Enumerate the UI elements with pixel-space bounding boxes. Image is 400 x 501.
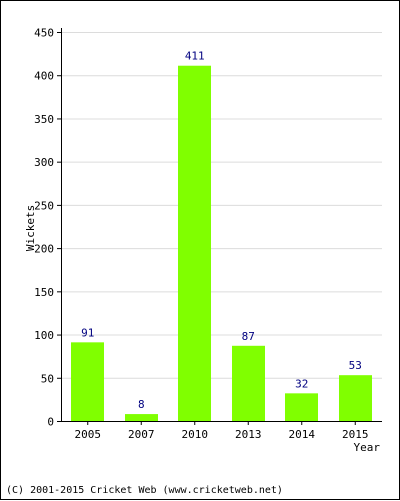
x-tick-label-2015: 2015	[342, 428, 369, 441]
copyright-footer: (C) 2001-2015 Cricket Web (www.cricketwe…	[6, 485, 283, 496]
y-tick-labels: 0 50 100 150 200 250 300 350 400 450	[34, 27, 54, 429]
gridlines	[61, 32, 382, 379]
y-tick-label: 450	[34, 27, 54, 40]
data-label-2014: 32	[295, 377, 308, 390]
y-tick-label: 200	[34, 243, 54, 256]
data-label-2007: 8	[138, 398, 145, 411]
y-tick-label: 250	[34, 199, 54, 212]
bar-2014	[285, 393, 318, 421]
y-tick-label: 300	[34, 156, 54, 169]
y-tick-label: 400	[34, 70, 54, 83]
y-tick-label: 100	[34, 329, 54, 342]
x-tick-label-2007: 2007	[128, 428, 155, 441]
data-label-2005: 91	[81, 326, 94, 339]
y-tick-label: 150	[34, 286, 54, 299]
y-tick-label: 50	[41, 372, 54, 385]
y-tick-label: 350	[34, 113, 54, 126]
y-axis-label: Wickets	[24, 205, 37, 251]
x-tick-label-2014: 2014	[289, 428, 316, 441]
x-tick-label-2005: 2005	[75, 428, 102, 441]
bar-2015	[339, 375, 372, 421]
x-axis-label: Year	[354, 441, 381, 454]
data-labels: 91 8 411 87 32 53	[81, 50, 362, 411]
data-label-2010: 411	[185, 50, 205, 63]
bar-2013	[232, 345, 265, 421]
bars	[71, 65, 372, 422]
bar-2010	[178, 65, 211, 422]
bar-2005	[71, 342, 104, 421]
x-tick-label-2010: 2010	[182, 428, 209, 441]
y-tick-label: 0	[47, 416, 54, 429]
x-tick-labels: 2005 2007 2010 2013 2014 2015	[75, 428, 369, 441]
x-tick-label-2013: 2013	[235, 428, 262, 441]
data-label-2015: 53	[349, 359, 362, 372]
axes	[57, 28, 382, 425]
bar-2007	[125, 414, 158, 421]
data-label-2013: 87	[242, 330, 255, 343]
